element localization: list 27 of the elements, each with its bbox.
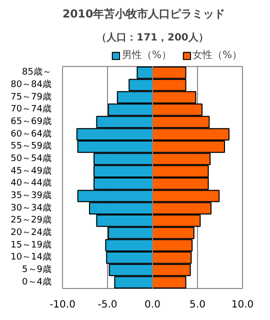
y-tick-label: 15～19歳 [10,239,52,250]
y-tick-label: 60～64歳 [10,128,52,140]
y-tick-label: 30～34歳 [10,202,52,214]
y-tick-label: 35～39歳 [10,190,52,201]
x-tick-label: 0.0 [144,300,160,310]
y-tick-label: 55～59歳 [10,140,52,152]
y-tick-label: 5～9歳 [22,264,52,275]
y-tick-label: 45～49歳 [10,165,52,176]
y-tick-label: 25～29歳 [10,214,52,226]
x-tick-label: -10.0 [50,300,76,310]
x-tick-label: -5.0 [98,300,118,310]
x-tick-label: 5.0 [190,300,206,310]
legend-label: 男性（%） [122,48,172,62]
y-tick-label: 85歳～ [22,66,52,78]
y-tick-label: 65～69歳 [10,116,52,127]
y-tick-label: 70～74歳 [10,104,52,115]
y-tick-label: 40～44歳 [10,178,52,189]
y-tick-label: 0～4歳 [22,276,52,288]
chart-subtitle: （人口：171，200人） [96,32,208,44]
y-tick-label: 80～84歳 [10,79,52,90]
y-tick-label: 50～54歳 [10,153,52,164]
legend-label: 女性（%） [192,48,242,62]
x-tick-label: 10.0 [231,300,254,310]
y-tick-label: 75～79歳 [10,91,52,102]
y-tick-label: 10～14歳 [10,252,52,263]
chart-title: 2010年苫小牧市人口ピラミッド [62,8,226,20]
y-tick-label: 20～24歳 [10,227,52,238]
